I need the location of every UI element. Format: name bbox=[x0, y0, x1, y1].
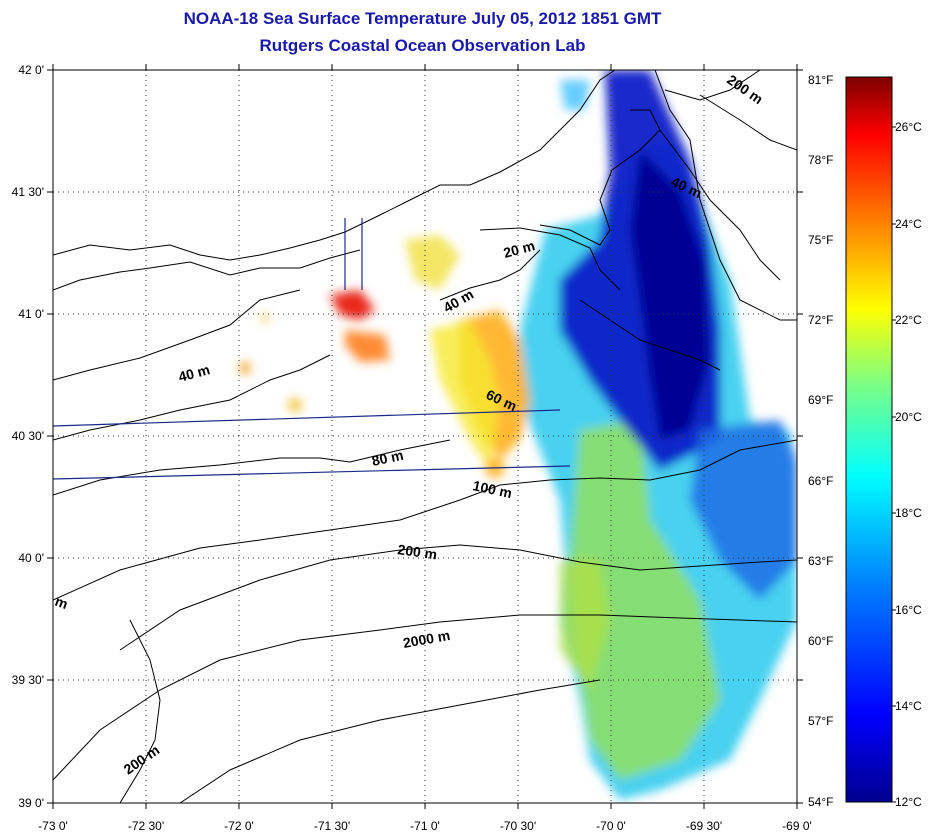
celsius-label: 26°C bbox=[895, 120, 922, 134]
coastline bbox=[664, 70, 761, 101]
celsius-label: 18°C bbox=[895, 506, 922, 520]
colorbar bbox=[845, 76, 893, 803]
map-subtitle: Rutgers Coastal Ocean Observation Lab bbox=[259, 36, 586, 55]
fahrenheit-label: 72°F bbox=[808, 313, 833, 327]
fahrenheit-label: 75°F bbox=[808, 233, 833, 247]
transect-line bbox=[52, 465, 571, 480]
lat-tick-label: 39 30' bbox=[12, 673, 44, 687]
fahrenheit-label: 66°F bbox=[808, 474, 833, 488]
fahrenheit-label: 54°F bbox=[808, 795, 833, 809]
contours bbox=[53, 70, 797, 803]
sst-field-green-band bbox=[570, 420, 720, 780]
sst-field-yellow-patch bbox=[430, 320, 500, 470]
celsius-labels: 26°C 24°C 22°C 20°C 18°C 16°C 14°C 12°C bbox=[895, 120, 922, 809]
celsius-label: 24°C bbox=[895, 217, 922, 231]
frame-ticks bbox=[47, 64, 803, 809]
bathymetry-contour bbox=[579, 299, 721, 371]
lat-tick-label: 39 0' bbox=[18, 796, 44, 810]
bathymetry-contour bbox=[53, 614, 797, 781]
contour-label: 40 m bbox=[441, 286, 477, 316]
transect-line bbox=[52, 409, 561, 427]
lon-tick-label: -72 0' bbox=[224, 819, 254, 833]
lat-tick-label: 42 0' bbox=[18, 63, 44, 77]
map-title: NOAA-18 Sea Surface Temperature July 05,… bbox=[183, 9, 662, 28]
fahrenheit-label: 60°F bbox=[808, 634, 833, 648]
sst-field-hot-spot bbox=[330, 290, 375, 320]
sst-field-small-patch bbox=[288, 398, 302, 412]
sst-field-north-strip bbox=[560, 80, 590, 110]
sst-field-mid-blue bbox=[690, 420, 797, 600]
celsius-label: 20°C bbox=[895, 410, 922, 424]
lon-tick-label: -69 30' bbox=[686, 819, 722, 833]
bathymetry-contour bbox=[119, 619, 161, 803]
transect-lines bbox=[52, 218, 571, 480]
contour-label: 200 m bbox=[397, 541, 439, 562]
contour-label: 200 m bbox=[121, 742, 163, 778]
sst-field-small-patch bbox=[261, 314, 269, 322]
bathymetry-contour bbox=[479, 227, 621, 291]
sst-field-orange-spot bbox=[345, 330, 390, 362]
sst-field bbox=[239, 70, 797, 800]
sst-field-small-patch bbox=[239, 362, 251, 374]
contour-label: 80 m bbox=[370, 447, 405, 469]
coastline bbox=[539, 109, 661, 246]
fahrenheit-label: 78°F bbox=[808, 153, 833, 167]
celsius-label: 16°C bbox=[895, 603, 922, 617]
graticule bbox=[53, 70, 797, 803]
celsius-label: 14°C bbox=[895, 699, 922, 713]
fahrenheit-label: 81°F bbox=[808, 73, 833, 87]
celsius-label: 12°C bbox=[895, 795, 922, 809]
coastline bbox=[53, 249, 361, 291]
lat-tick-label: 40 30' bbox=[12, 429, 44, 443]
lon-tick-label: -69 0' bbox=[782, 819, 812, 833]
sst-field-lower-green bbox=[560, 560, 610, 690]
fahrenheit-label: 63°F bbox=[808, 554, 833, 568]
contour-label: 40 m bbox=[177, 361, 212, 385]
fahrenheit-label: 69°F bbox=[808, 393, 833, 407]
lon-tick-label: -72 30' bbox=[128, 819, 164, 833]
bathymetry-contour bbox=[53, 439, 451, 496]
lat-tick-label: 40 0' bbox=[18, 551, 44, 565]
lat-tick-label: 41 0' bbox=[18, 307, 44, 321]
coastline bbox=[53, 70, 616, 261]
lon-tick-label: -70 0' bbox=[596, 819, 626, 833]
bathymetry-contour bbox=[659, 129, 781, 281]
fahrenheit-labels: 81°F 78°F 75°F 72°F 69°F 66°F 63°F 60°F … bbox=[808, 73, 833, 809]
bathymetry-contour bbox=[179, 679, 601, 803]
lon-tick-label: -70 30' bbox=[500, 819, 536, 833]
contour-label: 2000 m bbox=[402, 627, 452, 651]
contour-label: m bbox=[53, 593, 70, 612]
bathymetry-contour bbox=[53, 354, 331, 441]
contour-label: 20 m bbox=[502, 237, 537, 261]
bathymetry-contour bbox=[699, 94, 797, 151]
bathymetry-contour bbox=[53, 439, 797, 601]
coastline bbox=[53, 289, 301, 381]
celsius-label: 22°C bbox=[895, 313, 922, 327]
fahrenheit-label: 57°F bbox=[808, 714, 833, 728]
coastline bbox=[654, 70, 797, 321]
lon-tick-label: -73 0' bbox=[38, 819, 68, 833]
lon-tick-label: -71 0' bbox=[410, 819, 440, 833]
sst-field-yellow-ribbon bbox=[405, 235, 460, 290]
bathymetry-contour bbox=[119, 544, 797, 651]
sst-field-navy-core bbox=[630, 150, 710, 440]
lat-tick-label: 41 30' bbox=[12, 185, 44, 199]
lat-tick-labels: 42 0' 41 30' 41 0' 40 30' 40 0' 39 30' 3… bbox=[12, 63, 44, 810]
lon-tick-label: -71 30' bbox=[314, 819, 350, 833]
colorbar-ticks bbox=[892, 126, 896, 803]
lon-tick-labels: -73 0' -72 30' -72 0' -71 30' -71 0' -70… bbox=[38, 819, 812, 833]
contour-label: 100 m bbox=[471, 477, 513, 501]
bathymetry-contour bbox=[439, 249, 541, 301]
